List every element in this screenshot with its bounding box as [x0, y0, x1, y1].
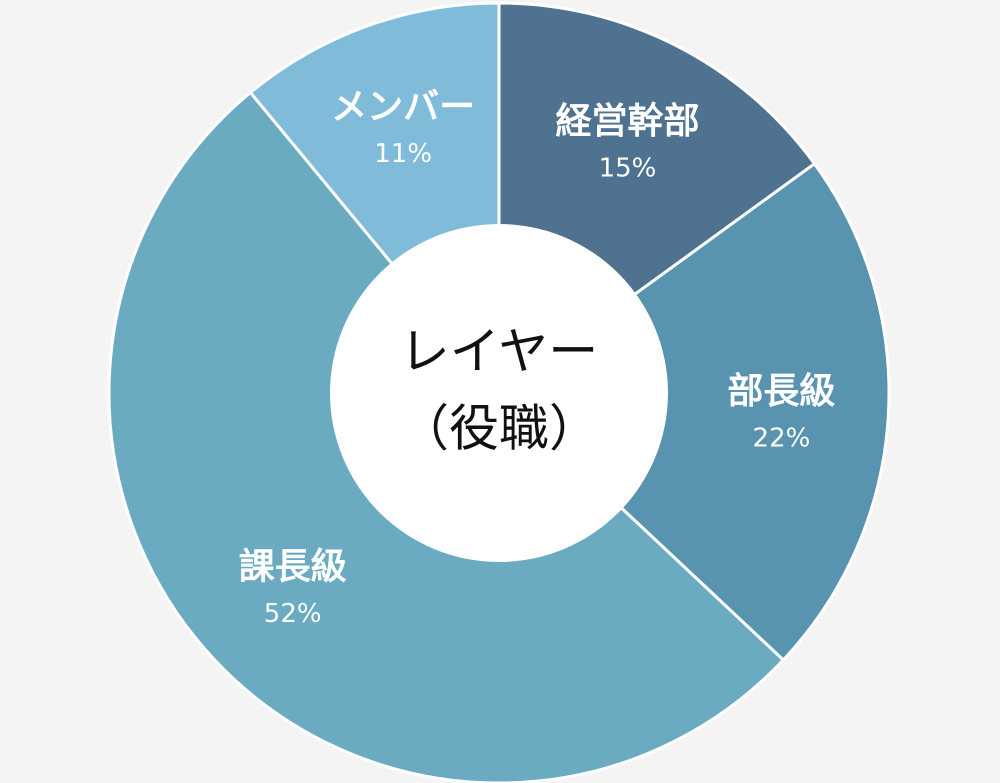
- center-title: レイヤー: [400, 323, 599, 381]
- labels: 経営幹部 15% 部長級 22% 課長級 52% メンバー 11%: [239, 87, 836, 629]
- center-subtitle: （役職）: [399, 400, 599, 458]
- slice-label: 課長級: [239, 547, 347, 588]
- slice-value-label: 52%: [264, 599, 322, 629]
- donut-hole: [330, 224, 668, 562]
- slice-label: メンバー: [331, 87, 475, 128]
- slice-label: 経営幹部: [555, 100, 699, 142]
- slice-value-label: 11%: [374, 139, 432, 169]
- slice-label: 部長級: [727, 371, 835, 412]
- slice: [496, 161, 891, 663]
- slice-value-label: 22%: [753, 423, 811, 453]
- slice-value-label: 15%: [599, 153, 657, 183]
